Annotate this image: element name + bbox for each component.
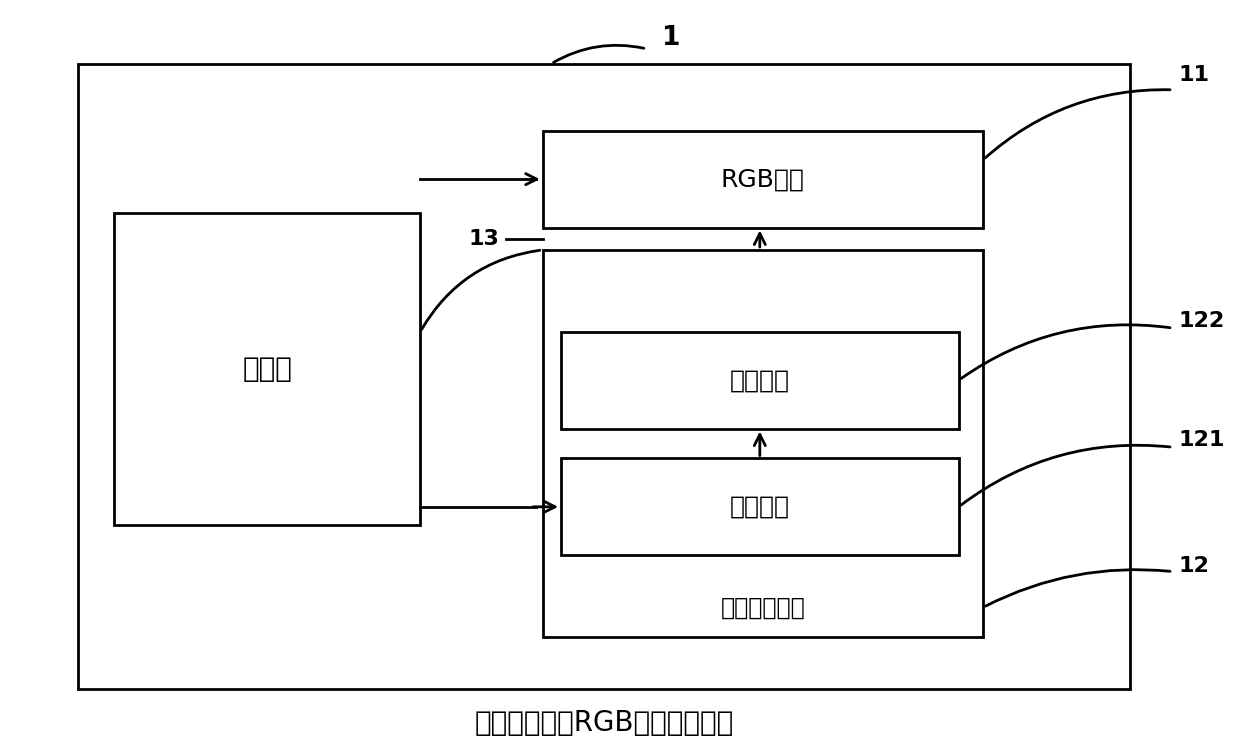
Text: 旋转驱动装置: 旋转驱动装置	[720, 596, 805, 620]
Bar	[560, 332, 959, 428]
Text: 12: 12	[1179, 556, 1210, 576]
Bar	[78, 64, 1130, 689]
Bar	[560, 459, 959, 555]
Text: 直径采样旋转RGB灯带显示装置: 直径采样旋转RGB灯带显示装置	[474, 709, 733, 736]
Text: 122: 122	[1179, 311, 1225, 331]
Text: 121: 121	[1179, 430, 1225, 450]
Text: 处理器: 处理器	[242, 355, 293, 383]
Bar	[543, 250, 983, 637]
Text: 旋转转轴: 旋转转轴	[730, 368, 790, 392]
Bar	[543, 131, 983, 227]
Text: 驱动电机: 驱动电机	[730, 495, 790, 519]
Text: 13: 13	[469, 229, 500, 248]
Bar	[114, 212, 420, 526]
Text: 11: 11	[1179, 65, 1210, 85]
Text: 1: 1	[662, 25, 681, 50]
Text: RGB灯带: RGB灯带	[720, 167, 805, 191]
